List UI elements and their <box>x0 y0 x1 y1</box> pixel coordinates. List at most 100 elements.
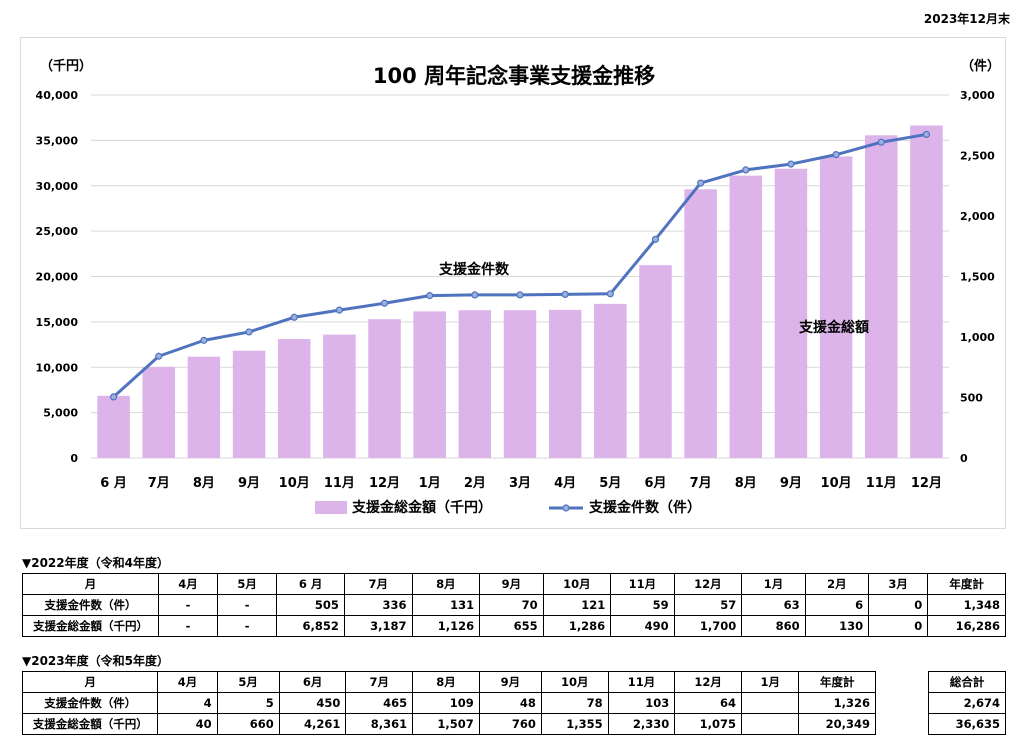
header-cell: 5月 <box>216 671 280 693</box>
header-cell: 2月 <box>804 573 870 595</box>
table-gap <box>876 714 929 735</box>
category-label: 9月 <box>238 476 260 491</box>
header-cell: 10月 <box>540 671 609 693</box>
bar <box>503 310 537 458</box>
line-point <box>245 328 253 336</box>
table-cell: 465 <box>345 692 414 714</box>
left-tick-label: 5,000 <box>43 407 78 420</box>
table-cell: 8,361 <box>345 713 414 735</box>
bar <box>97 395 130 458</box>
table-cell: 57 <box>673 594 743 616</box>
table-cell: 336 <box>343 594 413 616</box>
table-cell: 1,348 <box>927 594 1006 616</box>
left-tick-label: 40,000 <box>36 89 79 102</box>
header-cell: 1月 <box>740 671 800 693</box>
table-cell: 63 <box>741 594 806 616</box>
table-cell: 70 <box>479 594 544 616</box>
header-cell: 7月 <box>343 573 413 595</box>
table-cell: 109 <box>412 692 480 714</box>
header-cell: 5月 <box>217 573 278 595</box>
bar <box>910 125 943 458</box>
table-cell: 59 <box>610 594 675 616</box>
header-cell: 月 <box>21 671 159 693</box>
bar <box>594 303 627 458</box>
right-axis-unit: （件） <box>961 58 1000 74</box>
line-point <box>877 138 885 146</box>
line-point <box>109 393 118 401</box>
table-cell: 1,700 <box>673 615 743 637</box>
line-point <box>516 291 524 299</box>
category-label: 12月 <box>911 476 942 491</box>
category-label: 7月 <box>690 476 712 491</box>
table-cell: 6,852 <box>276 615 345 637</box>
fy2022-caption: ▼2022年度（令和4年度） <box>22 556 169 570</box>
row-label: 支援金総金額（千円） <box>21 713 159 735</box>
table-cell <box>740 692 800 714</box>
left-tick-label: 20,000 <box>36 271 79 284</box>
table-cell: 1,075 <box>674 713 742 735</box>
table-cell: 3,187 <box>343 615 413 637</box>
grand-total-cell: 2,674 <box>928 692 1006 714</box>
bar <box>639 265 672 458</box>
bar <box>368 319 401 458</box>
header-cell: 8月 <box>412 671 480 693</box>
chart-title: 100 周年記念事業支援金推移 <box>373 64 655 88</box>
header-cell: 月 <box>22 573 159 595</box>
report-date: 2023年12月末 <box>923 12 1010 26</box>
left-tick-label: 35,000 <box>36 134 79 147</box>
annotation-count: 支援金件数 <box>438 261 510 278</box>
category-label: 10月 <box>821 476 852 491</box>
bar <box>548 309 582 458</box>
table-cell: 5 <box>216 692 280 714</box>
table-cell: 130 <box>804 615 870 637</box>
category-label: 6月 <box>644 476 666 491</box>
table-cell: 760 <box>478 713 542 735</box>
row-label: 支援金総金額（千円） <box>22 615 159 637</box>
header-cell: 3月 <box>868 573 929 595</box>
left-tick-label: 10,000 <box>36 361 79 374</box>
table-row: 支援金件数（件） - -505 336 131 70 121 59 57 63 6 0 1,348 <box>22 594 1006 616</box>
category-label: 8月 <box>193 476 215 491</box>
right-tick-label: 3,000 <box>960 89 995 102</box>
table-cell: 20,349 <box>798 713 877 735</box>
header-cell: 10月 <box>542 573 612 595</box>
right-tick-label: 1,000 <box>960 331 995 344</box>
header-cell: 6月 <box>278 671 347 693</box>
bar <box>142 366 175 458</box>
table-cell: - <box>217 594 278 616</box>
table-cell: - <box>157 615 219 637</box>
table-cell: 0 <box>868 615 929 637</box>
table-row: 支援金総金額（千円） - -6,852 3,187 1,126 655 1,286 490 1,… <box>22 615 1006 637</box>
category-label: 8月 <box>735 476 757 491</box>
right-tick-label: 1,500 <box>960 271 995 284</box>
bar <box>729 175 763 458</box>
table-row: 支援金総金額（千円） 40 660 4,261 8,361 1,507 760 1,355 2,… <box>21 713 1006 735</box>
chart-area: 0 5,000 10,000 15,000 20,000 25,000 30,000 35,0… <box>20 37 1006 529</box>
header-cell: 1月 <box>741 573 806 595</box>
line-point <box>380 299 389 307</box>
table-cell: 1,126 <box>411 615 481 637</box>
table-cell: 655 <box>479 615 544 637</box>
table-cell: 103 <box>607 692 676 714</box>
fy2023-caption: ▼2023年度（令和5年度） <box>22 654 169 668</box>
table-cell: 1,326 <box>798 692 877 714</box>
table-cell: 40 <box>157 713 218 735</box>
bar <box>865 135 898 458</box>
table-cell: 0 <box>868 594 929 616</box>
bar <box>277 339 311 458</box>
table-cell: 2,330 <box>607 713 676 735</box>
header-cell: 4月 <box>157 573 219 595</box>
line-point <box>832 151 840 159</box>
right-tick-label: 2,000 <box>960 210 995 223</box>
table-cell: 1,507 <box>412 713 480 735</box>
left-tick-label: 15,000 <box>36 316 79 329</box>
line-point <box>922 130 931 139</box>
left-tick-label: 25,000 <box>36 225 79 238</box>
line-point <box>335 306 343 314</box>
line-point <box>787 160 795 168</box>
bar <box>323 334 356 458</box>
category-label: 7月 <box>148 476 170 491</box>
category-label: 10月 <box>279 476 310 491</box>
category-label: 6 月 <box>100 476 127 491</box>
table-header-row: 月 4月 5月 6 月 7月 8月 9月 10月 11月 12月 1月 2月 3月 年度計 <box>22 573 1006 595</box>
